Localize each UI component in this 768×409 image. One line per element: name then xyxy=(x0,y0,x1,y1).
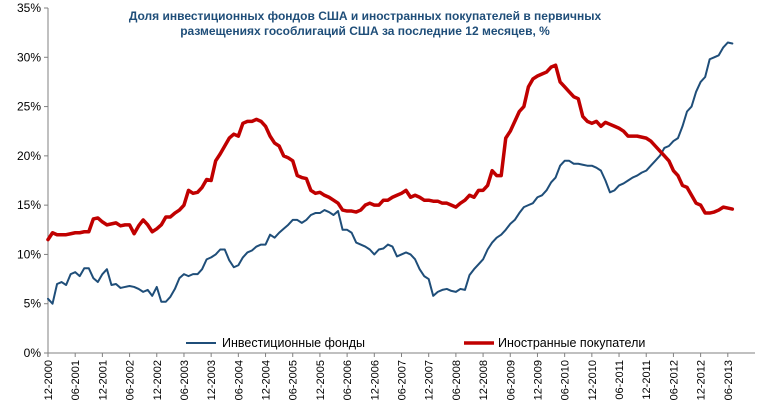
x-tick-label: 12-2005 xyxy=(315,360,327,400)
chart-title: Доля инвестиционных фондов США и иностра… xyxy=(129,9,602,38)
legend: Инвестиционные фонды Иностранные покупат… xyxy=(186,336,645,350)
y-tick-label: 5% xyxy=(24,297,42,311)
y-tick-label: 30% xyxy=(17,50,41,64)
series-foreign-buyers xyxy=(46,63,735,242)
x-tick-label: 12-2004 xyxy=(261,360,273,400)
x-tick-label: 12-2010 xyxy=(587,360,599,400)
series-layer xyxy=(46,41,735,305)
x-tick-label: 12-2003 xyxy=(206,360,218,400)
x-tick-label: 06-2004 xyxy=(233,360,245,400)
x-axis: 12-2000 06-2001 12-2001 06-2002 12-2002 06-20… xyxy=(43,352,755,400)
y-tick-label: 15% xyxy=(17,198,41,212)
x-tick-label: 12-2011 xyxy=(641,360,653,400)
x-tick-label: 06-2005 xyxy=(288,360,300,400)
x-tick-label: 12-2000 xyxy=(43,360,55,400)
series-investment-funds xyxy=(47,41,734,305)
x-tick-label: 12-2012 xyxy=(696,360,708,400)
x-tick-label: 12-2002 xyxy=(152,360,164,400)
x-tick-label: 06-2007 xyxy=(397,360,409,400)
y-tick-label: 10% xyxy=(17,247,41,261)
chart-title-line-2: размещениях гособлигаций США за последни… xyxy=(180,24,550,38)
legend-label-foreign-buyers: Иностранные покупатели xyxy=(498,336,645,350)
x-tick-label: 06-2009 xyxy=(505,360,517,400)
x-tick-label: 06-2006 xyxy=(342,360,354,400)
legend-label-investment-funds: Инвестиционные фонды xyxy=(222,336,365,350)
x-tick-label: 06-2008 xyxy=(451,360,463,400)
x-tick-label: 12-2001 xyxy=(97,360,109,400)
legend-item-investment-funds: Инвестиционные фонды xyxy=(186,336,365,350)
y-axis: 0% 5% 10% 15% 20% 25% 30% 35% xyxy=(17,1,49,360)
x-tick-label: 06-2013 xyxy=(723,360,735,400)
x-tick-label: 06-2002 xyxy=(125,360,137,400)
x-tick-label: 06-2001 xyxy=(70,360,82,400)
y-tick-label: 20% xyxy=(17,149,41,163)
x-tick-label: 12-2008 xyxy=(478,360,490,400)
x-tick-label: 12-2009 xyxy=(532,360,544,400)
x-tick-label: 12-2007 xyxy=(424,360,436,400)
x-tick-label: 12-2006 xyxy=(369,360,381,400)
y-tick-label: 0% xyxy=(24,346,42,360)
legend-item-foreign-buyers: Иностранные покупатели xyxy=(464,336,645,350)
x-tick-label: 06-2010 xyxy=(560,360,572,400)
y-tick-label: 35% xyxy=(17,1,41,15)
x-tick-label: 06-2012 xyxy=(668,360,680,400)
chart-title-line-1: Доля инвестиционных фондов США и иностра… xyxy=(129,9,602,23)
y-tick-label: 25% xyxy=(17,100,41,114)
x-tick-label: 06-2011 xyxy=(614,360,626,400)
x-tick-label: 06-2003 xyxy=(179,360,191,400)
